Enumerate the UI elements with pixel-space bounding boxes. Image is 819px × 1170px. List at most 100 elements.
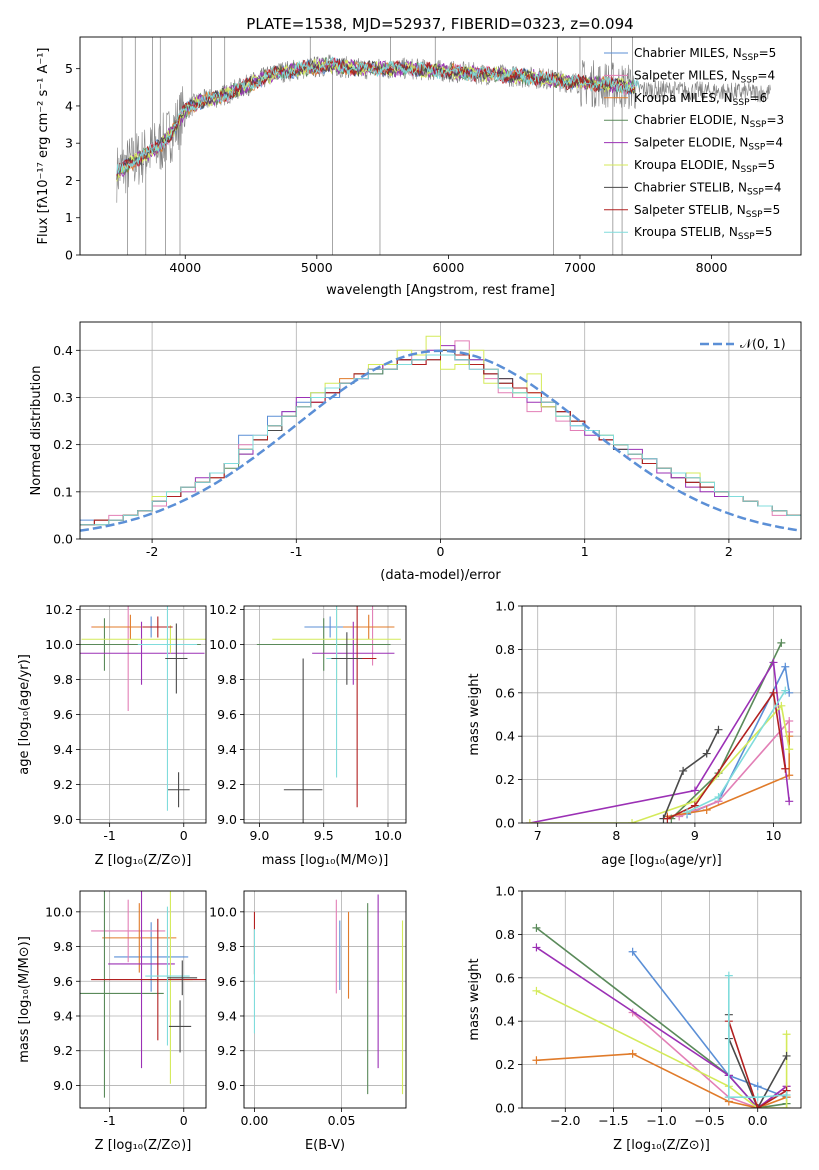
y-tick-label: 1 [65, 210, 73, 225]
y-axis-label: mass [log₁₀(M/M⊙)] [17, 936, 32, 1063]
x-tick-label: 6000 [432, 260, 464, 275]
y-tick-label: 9.6 [53, 974, 73, 989]
y-axis-label: mass weight [467, 673, 482, 755]
point-salpeter_elodie [80, 621, 205, 685]
point-chabrier_elodie [256, 618, 391, 671]
x-tick-label: 0 [180, 828, 188, 843]
y-tick-label: 10.2 [45, 602, 73, 617]
point-salpeter_stelib [91, 918, 206, 1041]
data-point [782, 1051, 791, 1060]
data-point [714, 792, 723, 801]
data-point [532, 986, 541, 995]
y-tick-label: 9.8 [217, 939, 237, 954]
data-point [782, 1104, 791, 1108]
data-point [628, 819, 637, 823]
x-axis-label: (data-model)/error [380, 568, 501, 583]
axes-frame [243, 605, 407, 824]
axes-frame [79, 321, 802, 540]
y-tick-label: 0.1 [53, 484, 73, 499]
x-tick-label: 7 [534, 828, 542, 843]
y-tick-label: 0.8 [495, 642, 515, 657]
x-axis-label: age [log₁₀(age/yr)] [601, 853, 722, 868]
plot-area [116, 37, 771, 255]
data-point [702, 805, 711, 814]
y-tick-label: 0.0 [495, 816, 515, 831]
y-tick-label: 10.0 [45, 637, 73, 652]
point-salpeter_elodie [312, 621, 395, 685]
x-tick-label: 1 [581, 544, 589, 559]
x-tick-label: 9 [691, 828, 699, 843]
panel-mass-vs-Z: -1 0 9.0 9.2 9.4 9.6 9.8 10.0 Z [log₁₀(Z/Z⊙)] mas… [17, 890, 207, 1153]
y-tick-label: 10.0 [45, 904, 73, 919]
x-tick-label: −1.5 [598, 1113, 628, 1128]
y-tick-label: 9.0 [53, 812, 73, 827]
data-point [781, 764, 790, 773]
y-tick-label: 9.2 [217, 1043, 237, 1058]
x-tick-label: 0.0 [748, 1113, 768, 1128]
spectrum-legend: Chabrier MILES, NSSP=5 Salpeter MILES, NS… [604, 46, 784, 242]
y-axis-label: mass weight [467, 958, 482, 1040]
axes-frame [79, 605, 207, 824]
x-axis-label: Z [log₁₀(Z/Z⊙)] [95, 853, 192, 868]
data-point [702, 749, 711, 758]
y-axis-label: age [log₁₀(age/yr)] [17, 654, 32, 775]
x-tick-label: 9.5 [314, 828, 334, 843]
point-salpeter_elodie [108, 891, 175, 1069]
y-tick-label: 9.4 [53, 742, 73, 757]
y-tick-label: 0.6 [495, 685, 515, 700]
y-tick-label: 5 [65, 61, 73, 76]
histogram-salpeter-elodie [80, 345, 801, 539]
y-tick-label: 0.2 [53, 437, 73, 452]
data-point [724, 1093, 733, 1102]
y-tick-label: 0.2 [495, 1057, 515, 1072]
gaussian-curve [80, 349, 801, 532]
panel-mass-weight-vs-Z: −2.0 −1.5 −1.0 −0.5 0.0 0.0 0.2 0.4 0.6 0.8 1.0 Z [… [467, 884, 802, 1153]
point-chabrier_miles [114, 922, 189, 992]
plot-area [256, 606, 401, 823]
data-point [532, 923, 541, 932]
x-tick-label: 8000 [696, 260, 728, 275]
legend-label: Chabrier MILES, NSSP=5 [634, 46, 776, 63]
x-tick-label: −0.5 [694, 1113, 724, 1128]
y-tick-label: 1.0 [495, 884, 515, 899]
y-tick-label: 10.2 [209, 602, 237, 617]
x-tick-label: 2 [725, 544, 733, 559]
data-point [777, 638, 786, 647]
plot-area [80, 335, 801, 539]
histogram-legend: 𝒩(0, 1) [700, 336, 786, 351]
y-axis-label: Flux [fλ10⁻¹⁷ erg cm⁻² s⁻¹ A⁻¹] [36, 48, 51, 245]
y-tick-label: 10.0 [209, 904, 237, 919]
axes-frame [521, 605, 802, 824]
x-axis-label: Z [log₁₀(Z/Z⊙)] [95, 1138, 192, 1153]
data-point [628, 947, 637, 956]
x-tick-label: −1.0 [646, 1113, 676, 1128]
axes-frame [521, 890, 802, 1109]
data-point [782, 1090, 791, 1099]
axes-frame [243, 890, 407, 1109]
plot-area [532, 923, 791, 1108]
data-point [769, 688, 778, 697]
data-point [663, 814, 672, 823]
data-point [785, 797, 794, 806]
y-tick-label: 9.0 [53, 1078, 73, 1093]
data-point [769, 658, 778, 667]
point-chabrier_stelib [331, 632, 363, 685]
gridlines [244, 891, 406, 1108]
point-chabrier_stelib [165, 623, 188, 694]
y-tick-label: 0.2 [495, 772, 515, 787]
legend-label: Kroupa MILES, NSSP=6 [634, 91, 767, 108]
x-tick-label: 7000 [564, 260, 596, 275]
model-spectrum-kroupa_stelib [116, 56, 639, 175]
legend-label: Salpeter MILES, NSSP=4 [634, 68, 775, 85]
x-tick-label: 8 [612, 828, 620, 843]
x-tick-label: 9.0 [249, 828, 269, 843]
point-kroupa_stelib [137, 606, 198, 811]
y-tick-label: 0.6 [495, 970, 515, 985]
x-tick-label: 0 [180, 1113, 188, 1128]
y-tick-label: 0.0 [495, 1101, 515, 1116]
point-chabrier_stelib [168, 1000, 192, 1053]
x-tick-label: 0 [437, 544, 445, 559]
data-point [781, 686, 790, 695]
plot-area [80, 891, 206, 1098]
data-point [532, 1056, 541, 1065]
